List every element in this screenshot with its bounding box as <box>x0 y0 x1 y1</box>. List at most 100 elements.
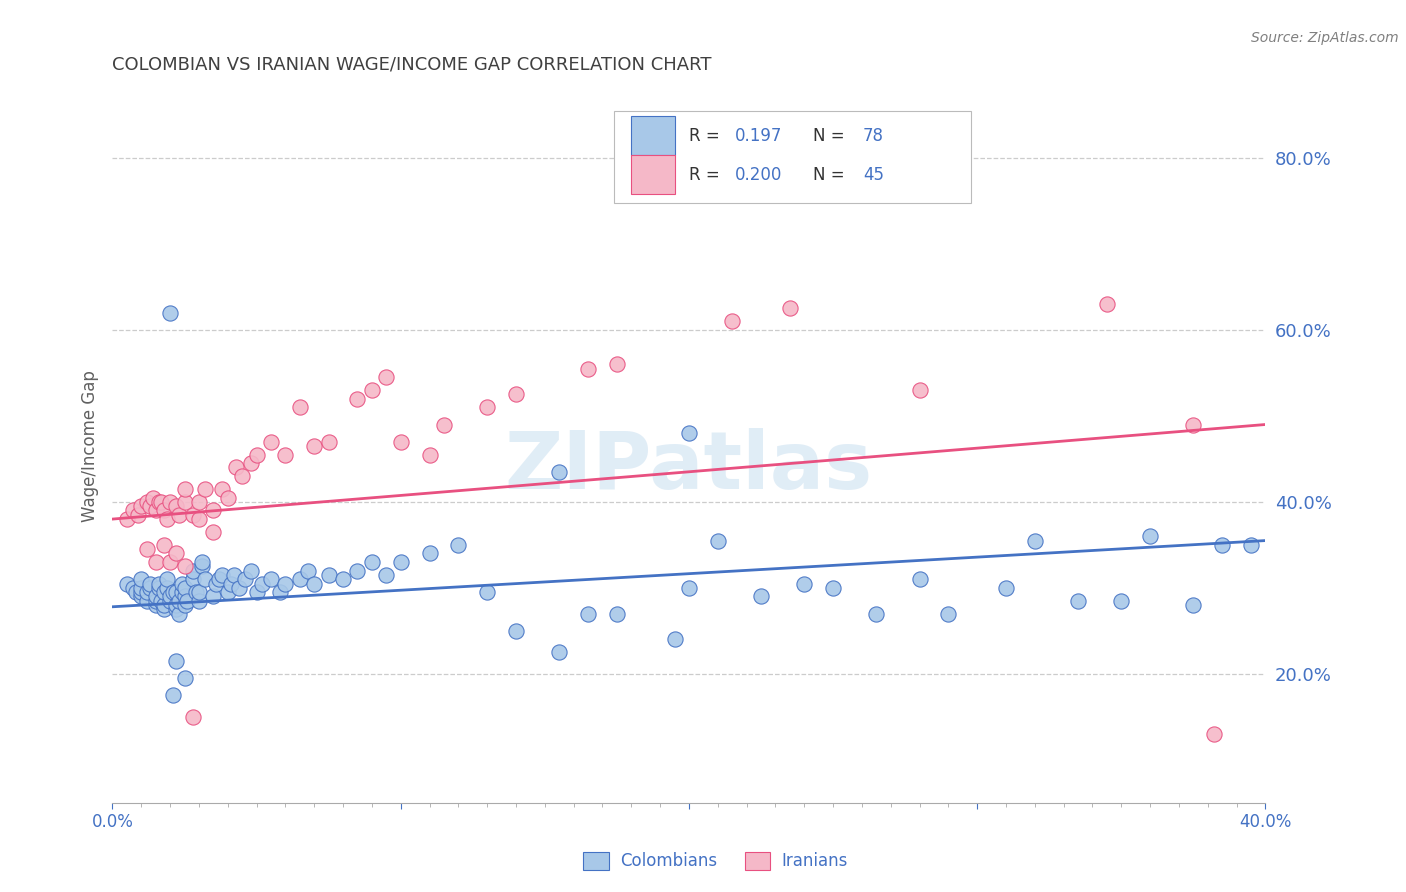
Point <box>191 559 214 574</box>
Point <box>274 448 297 462</box>
Point <box>188 593 211 607</box>
Text: Source: ZipAtlas.com: Source: ZipAtlas.com <box>1251 31 1399 45</box>
FancyBboxPatch shape <box>614 111 972 203</box>
Point <box>233 572 256 586</box>
Point <box>389 555 412 569</box>
Point <box>159 555 181 569</box>
Point <box>139 499 162 513</box>
Point <box>139 581 162 595</box>
Text: 0.200: 0.200 <box>735 166 782 184</box>
Point <box>219 576 242 591</box>
Point <box>188 495 211 509</box>
Point <box>297 564 319 578</box>
Point <box>433 417 456 432</box>
Point <box>606 607 628 621</box>
Point <box>127 508 149 522</box>
Text: Colombians: Colombians <box>620 852 717 870</box>
Point <box>153 503 176 517</box>
Point <box>222 568 245 582</box>
Point <box>346 564 368 578</box>
Point <box>156 512 179 526</box>
Text: 78: 78 <box>863 127 884 145</box>
Point <box>167 593 190 607</box>
Bar <box>631 155 675 194</box>
Point <box>749 590 772 604</box>
Point <box>1182 417 1205 432</box>
Point <box>505 387 527 401</box>
Point <box>228 581 250 595</box>
Point <box>260 572 283 586</box>
Point <box>173 598 195 612</box>
Point <box>148 576 170 591</box>
Point <box>191 555 214 569</box>
Point <box>139 576 162 591</box>
Point <box>170 576 193 591</box>
Point <box>332 572 354 586</box>
Point <box>304 576 326 591</box>
Text: N =: N = <box>814 166 851 184</box>
Point <box>211 482 233 496</box>
Point <box>142 491 165 505</box>
Point <box>419 448 441 462</box>
Point <box>318 434 340 449</box>
Point <box>156 581 179 595</box>
Point <box>159 306 181 320</box>
Point <box>188 585 211 599</box>
Point <box>176 593 198 607</box>
Point <box>148 495 170 509</box>
Point <box>181 508 204 522</box>
Point <box>129 572 153 586</box>
Point <box>165 654 187 668</box>
Text: ZIPatlas: ZIPatlas <box>505 428 873 507</box>
Point <box>136 585 159 599</box>
Point <box>167 508 190 522</box>
Point <box>225 460 247 475</box>
Point <box>173 590 195 604</box>
Point <box>184 585 207 599</box>
Point <box>246 448 269 462</box>
Text: Iranians: Iranians <box>782 852 848 870</box>
Point <box>908 383 931 397</box>
Point <box>288 401 311 415</box>
Point <box>246 585 269 599</box>
Point <box>707 533 730 548</box>
Bar <box>631 116 675 155</box>
Point <box>129 499 153 513</box>
Text: R =: R = <box>689 166 725 184</box>
Point <box>136 593 159 607</box>
Point <box>167 607 190 621</box>
Point <box>419 546 441 560</box>
Point <box>121 581 143 595</box>
Point <box>156 572 179 586</box>
Point <box>129 590 153 604</box>
Point <box>208 572 231 586</box>
Point <box>165 546 187 560</box>
Point <box>1182 598 1205 612</box>
Point <box>159 593 181 607</box>
Point <box>136 542 159 557</box>
Point <box>129 581 153 595</box>
Point <box>173 482 195 496</box>
Point <box>908 572 931 586</box>
Point <box>173 671 195 685</box>
Point <box>793 576 815 591</box>
Point <box>779 301 801 316</box>
Point <box>217 585 239 599</box>
Point <box>165 598 187 612</box>
Point <box>145 598 167 612</box>
Point <box>548 465 571 479</box>
Point <box>576 607 599 621</box>
Point <box>678 426 700 441</box>
Point <box>194 482 217 496</box>
Point <box>318 568 340 582</box>
Point <box>231 469 253 483</box>
Text: COLOMBIAN VS IRANIAN WAGE/INCOME GAP CORRELATION CHART: COLOMBIAN VS IRANIAN WAGE/INCOME GAP COR… <box>112 56 711 74</box>
Point <box>606 357 628 371</box>
Point <box>181 710 204 724</box>
Point <box>505 624 527 638</box>
Point <box>211 568 233 582</box>
Point <box>202 524 225 539</box>
Point <box>1067 593 1090 607</box>
Point <box>194 572 217 586</box>
Point <box>475 585 499 599</box>
